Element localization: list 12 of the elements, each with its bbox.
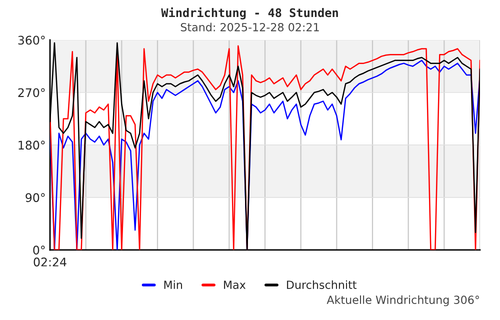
legend-label: Durchschnitt	[287, 280, 357, 289]
text: Aktuelle Windrichtung 306°	[326, 295, 479, 306]
y-tick-label: 360°	[18, 36, 45, 45]
legend-label: Max	[224, 280, 246, 289]
y-tick-label: 180°	[18, 140, 45, 150]
y-tick-label: 90°	[26, 193, 45, 202]
text: 02:24	[34, 258, 66, 266]
y-tick-label: 0°	[33, 246, 45, 255]
y-tick-label: 270°	[18, 88, 45, 98]
chart-title: Windrichtung - 48 Stunden	[161, 7, 338, 20]
legend-label: Min	[164, 280, 182, 289]
chart-subtitle: Stand: 2025-12-28 02:21	[180, 22, 319, 32]
